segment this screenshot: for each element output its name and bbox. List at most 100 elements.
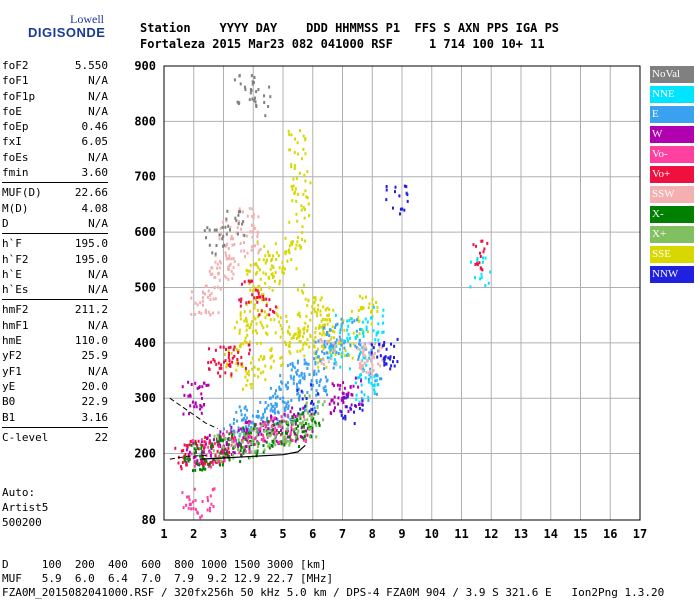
echo-point <box>237 361 240 365</box>
echo-point <box>303 362 306 366</box>
echo-point <box>359 306 362 310</box>
param-value: 6.05 <box>81 135 109 149</box>
echo-point <box>208 439 211 443</box>
echo-point <box>212 449 215 453</box>
chart-tick-labels: 1 2 3 4 5 6 7 8 9 10 11 12 13 14 15 16 17802003004005006… <box>134 59 647 541</box>
echo-point <box>303 374 306 378</box>
echo-point <box>248 445 251 449</box>
echo-point <box>226 209 229 213</box>
echo-point <box>303 327 305 331</box>
echo-point <box>358 339 361 343</box>
echo-point <box>295 267 298 271</box>
echo-point <box>250 420 253 424</box>
echo-point <box>325 379 328 383</box>
echo-point <box>232 456 235 460</box>
echo-point <box>262 258 265 262</box>
echo-point <box>470 260 472 264</box>
echo-point <box>284 236 287 240</box>
echo-point <box>253 365 256 369</box>
echo-point <box>199 454 202 458</box>
echo-point <box>258 258 261 262</box>
param-row: hmE 110.0 <box>2 333 108 348</box>
echo-point <box>253 303 256 307</box>
echo-point <box>202 299 205 303</box>
echo-point <box>269 386 272 390</box>
echo-point <box>256 235 259 238</box>
echo-point <box>279 397 282 401</box>
echo-point <box>346 319 349 323</box>
echo-point <box>315 379 318 383</box>
param-row: foE N/A <box>2 104 108 119</box>
echo-point <box>239 444 242 448</box>
echo-point <box>252 224 255 228</box>
echo-point <box>392 206 394 210</box>
echo-point <box>324 333 327 337</box>
echo-point <box>296 369 299 372</box>
echo-point <box>270 273 273 277</box>
echo-point <box>304 341 307 345</box>
echo-point <box>275 429 278 432</box>
echo-point <box>237 263 240 267</box>
echo-point <box>356 376 359 380</box>
echo-point <box>257 433 260 437</box>
echo-point <box>317 400 319 404</box>
echo-point <box>287 400 290 404</box>
echo-point <box>236 100 239 104</box>
echo-point <box>263 410 266 414</box>
echo-point <box>293 430 296 434</box>
echo-point <box>372 329 375 333</box>
echo-point <box>341 396 344 400</box>
echo-point <box>293 432 296 436</box>
param-row: yF2 25.9 <box>2 348 108 363</box>
echo-point <box>342 319 345 323</box>
echo-point <box>303 358 306 362</box>
echo-point <box>323 400 326 404</box>
echo-point <box>352 331 355 335</box>
echo-point <box>330 357 333 360</box>
legend-entry: NNE <box>650 86 694 103</box>
echo-point <box>340 343 343 347</box>
echo-point <box>325 351 328 355</box>
echo-point <box>243 428 246 432</box>
echo-point <box>298 374 301 378</box>
chart-points <box>174 74 492 520</box>
echo-point <box>305 438 307 442</box>
echo-point <box>304 404 307 408</box>
echo-point <box>245 320 248 324</box>
echo-point <box>244 418 247 422</box>
echo-point <box>479 251 481 255</box>
echo-point <box>240 418 243 422</box>
echo-point <box>265 406 268 410</box>
echo-point <box>276 395 279 399</box>
echo-point <box>306 418 309 422</box>
echo-point <box>242 449 245 453</box>
echo-point <box>339 409 342 413</box>
echo-point <box>209 506 211 510</box>
echo-point <box>318 380 321 384</box>
echo-point <box>311 423 314 427</box>
echo-point <box>286 439 289 443</box>
echo-point <box>245 427 248 431</box>
legend-entry: W <box>650 126 694 143</box>
echo-point <box>240 413 243 417</box>
echo-point <box>370 357 373 361</box>
echo-point <box>221 220 224 224</box>
echo-point <box>232 272 235 276</box>
echo-point <box>274 411 276 415</box>
echo-point <box>373 375 376 379</box>
echo-point <box>315 350 318 354</box>
echo-point <box>274 242 277 246</box>
echo-point <box>197 447 200 451</box>
echo-point <box>271 405 274 409</box>
echo-point <box>256 451 259 455</box>
echo-point <box>340 317 343 321</box>
echo-point <box>315 435 318 439</box>
echo-point <box>247 300 250 304</box>
echo-point <box>274 426 277 430</box>
echo-point <box>270 365 273 369</box>
echo-point <box>264 408 266 412</box>
echo-point <box>263 420 266 424</box>
echo-point <box>303 418 306 422</box>
param-value: N/A <box>88 89 108 103</box>
param-value: 25.9 <box>81 349 109 363</box>
